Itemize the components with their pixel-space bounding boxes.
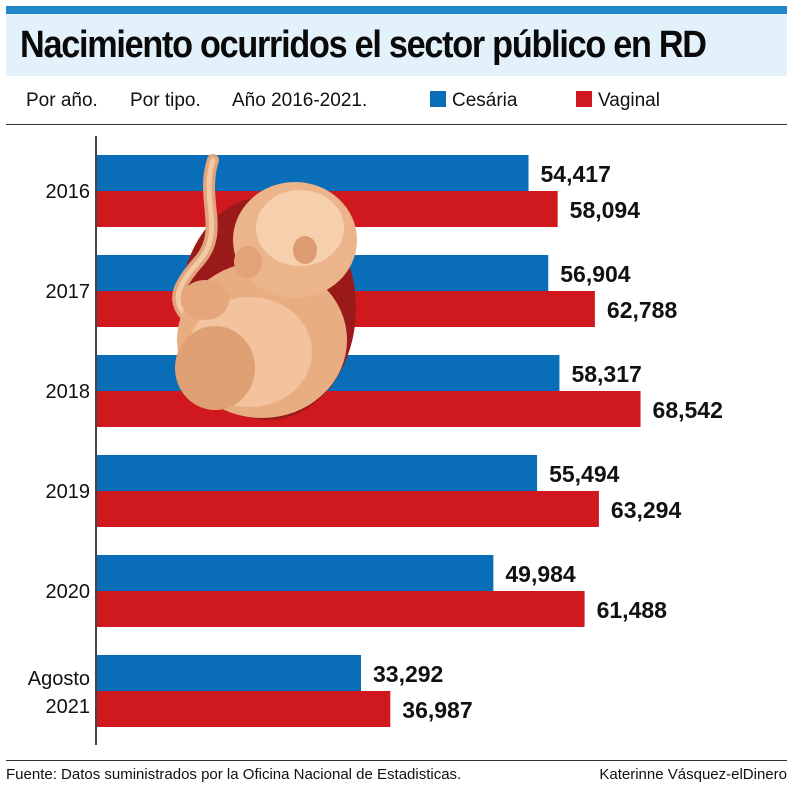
legend-swatch-vaginal [576,91,592,107]
data-label-cesarea-1: 56,904 [560,261,631,287]
category-label-5-0: Agosto [28,668,90,690]
data-label-cesarea-2: 58,317 [571,361,641,387]
category-label-5-1: 2021 [46,696,91,718]
fetus-leg [175,326,255,410]
data-label-vaginal-5: 36,987 [402,697,472,723]
legend-label-vaginal: Vaginal [598,90,660,111]
category-label-0: 2016 [46,181,91,203]
bar-vaginal-5 [97,691,391,727]
data-label-vaginal-0: 58,094 [570,197,641,223]
legend-swatch-cesarea [430,91,446,107]
data-label-cesarea-4: 49,984 [505,561,576,587]
credit-note: Katerinne Vásquez-elDinero [599,766,787,783]
bars-layer [97,155,641,727]
fetus-face [234,246,262,278]
footer-rule [6,760,787,761]
bar-vaginal-3 [97,491,599,527]
category-label-2: 2018 [46,381,91,403]
chart-title: Nacimiento ocurridos el sector público e… [20,24,707,66]
legend-label-cesarea: Cesária [452,90,518,111]
bar-vaginal-4 [97,591,585,627]
fetus-illustration-icon [172,154,357,420]
fetus-ear [293,236,317,264]
labels-layer: 54,417 58,094 2016 56,904 62,788 2017 58,317 68… [28,161,723,723]
data-label-vaginal-2: 68,542 [653,397,723,423]
data-label-vaginal-1: 62,788 [607,297,678,323]
header-rule [6,6,787,14]
fetus-hand [181,280,229,320]
data-label-vaginal-4: 61,488 [597,597,668,623]
legend-item-vaginal: Vaginal [576,90,660,112]
data-label-cesarea-5: 33,292 [373,661,443,687]
source-note: Fuente: Datos suministrados por la Ofici… [6,766,462,783]
title-banner: Nacimiento ocurridos el sector público e… [6,14,787,76]
data-label-cesarea-0: 54,417 [541,161,611,187]
bar-chart: 54,417 58,094 2016 56,904 62,788 2017 58,317 68… [28,136,723,745]
bar-cesarea-3 [97,455,538,491]
data-label-cesarea-3: 55,494 [549,461,620,487]
category-label-1: 2017 [46,281,91,303]
category-label-3: 2019 [46,481,91,503]
legend-item-cesarea: Cesária [430,90,517,112]
subtitle-by-type: Por tipo. [130,90,201,111]
subtitle-by-year: Por año. [26,90,98,111]
bar-cesarea-4 [97,555,494,591]
bar-cesarea-5 [97,655,362,691]
umbilical-cord-highlight [175,157,216,321]
fetus-head-highlight [256,190,344,266]
data-label-vaginal-3: 63,294 [611,497,682,523]
legend-rule [6,124,787,125]
bar-vaginal-2 [97,391,641,427]
category-label-4: 2020 [46,581,91,603]
subtitle-period: Año 2016-2021. [232,90,368,111]
